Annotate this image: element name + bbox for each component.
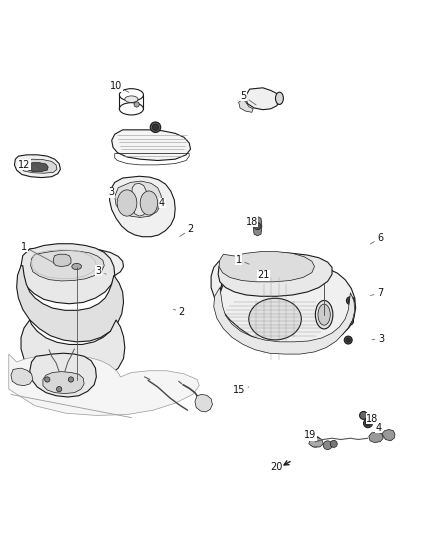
Polygon shape	[21, 244, 115, 304]
Circle shape	[365, 421, 371, 426]
Text: 7: 7	[371, 288, 383, 298]
Polygon shape	[28, 163, 48, 172]
Text: 18: 18	[246, 217, 258, 229]
Text: 19: 19	[304, 430, 316, 440]
Polygon shape	[214, 287, 355, 354]
Circle shape	[150, 122, 161, 133]
Ellipse shape	[318, 304, 330, 325]
Circle shape	[106, 269, 111, 274]
Polygon shape	[9, 354, 199, 415]
Text: 21: 21	[258, 270, 270, 280]
Text: 1: 1	[236, 255, 249, 265]
Polygon shape	[14, 155, 60, 177]
Text: 18: 18	[365, 414, 378, 424]
Circle shape	[360, 411, 367, 419]
Polygon shape	[382, 430, 395, 441]
Polygon shape	[131, 183, 148, 216]
Ellipse shape	[315, 301, 333, 329]
Ellipse shape	[249, 298, 301, 340]
Polygon shape	[31, 251, 104, 281]
Polygon shape	[211, 261, 356, 346]
Text: 4: 4	[371, 423, 382, 433]
Text: 3: 3	[109, 187, 118, 201]
Text: 2: 2	[180, 224, 194, 237]
Circle shape	[117, 193, 122, 198]
Polygon shape	[11, 368, 33, 386]
Text: 6: 6	[370, 233, 383, 244]
Polygon shape	[43, 372, 84, 393]
Ellipse shape	[125, 96, 138, 102]
Polygon shape	[309, 437, 323, 447]
Polygon shape	[245, 88, 279, 110]
Polygon shape	[239, 99, 253, 112]
Circle shape	[344, 336, 352, 344]
Circle shape	[134, 102, 139, 107]
Text: 2: 2	[173, 308, 185, 318]
Text: 4: 4	[157, 198, 165, 209]
Circle shape	[68, 377, 74, 382]
Circle shape	[323, 441, 332, 449]
Circle shape	[115, 191, 124, 200]
Circle shape	[346, 317, 353, 325]
Polygon shape	[253, 216, 262, 236]
Text: 10: 10	[110, 81, 129, 92]
Polygon shape	[17, 265, 124, 342]
Text: 12: 12	[18, 160, 37, 170]
Ellipse shape	[140, 191, 158, 215]
Polygon shape	[218, 253, 332, 296]
Circle shape	[330, 440, 337, 447]
Text: 1: 1	[21, 242, 54, 263]
Ellipse shape	[276, 92, 283, 104]
Circle shape	[152, 124, 159, 130]
Circle shape	[364, 419, 372, 427]
Polygon shape	[24, 247, 124, 283]
Polygon shape	[112, 130, 191, 160]
Polygon shape	[195, 394, 212, 412]
Circle shape	[45, 377, 50, 382]
Polygon shape	[115, 181, 161, 217]
Circle shape	[313, 439, 318, 445]
Text: 3: 3	[95, 266, 106, 276]
Text: 5: 5	[240, 91, 256, 105]
Polygon shape	[30, 353, 96, 397]
Ellipse shape	[72, 263, 81, 270]
Text: 20: 20	[270, 462, 282, 472]
Polygon shape	[53, 254, 71, 266]
Text: 3: 3	[372, 334, 384, 344]
Text: 15: 15	[233, 385, 249, 395]
Circle shape	[346, 338, 350, 342]
Polygon shape	[20, 159, 57, 173]
Polygon shape	[110, 176, 175, 237]
Polygon shape	[21, 320, 125, 384]
Polygon shape	[369, 432, 383, 442]
Circle shape	[104, 268, 113, 276]
Circle shape	[347, 319, 352, 324]
Circle shape	[57, 386, 62, 392]
Circle shape	[310, 437, 321, 447]
Polygon shape	[219, 252, 314, 282]
Circle shape	[254, 223, 261, 230]
Circle shape	[348, 298, 353, 303]
Circle shape	[346, 297, 354, 304]
Ellipse shape	[117, 190, 137, 216]
